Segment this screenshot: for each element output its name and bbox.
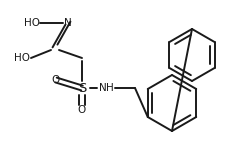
- Text: N: N: [99, 83, 106, 93]
- Text: HO: HO: [14, 53, 30, 63]
- Text: O: O: [52, 75, 60, 85]
- Text: H: H: [106, 83, 113, 93]
- Text: N: N: [64, 18, 72, 28]
- Text: O: O: [78, 105, 86, 115]
- Text: S: S: [77, 82, 86, 94]
- Text: HO: HO: [24, 18, 40, 28]
